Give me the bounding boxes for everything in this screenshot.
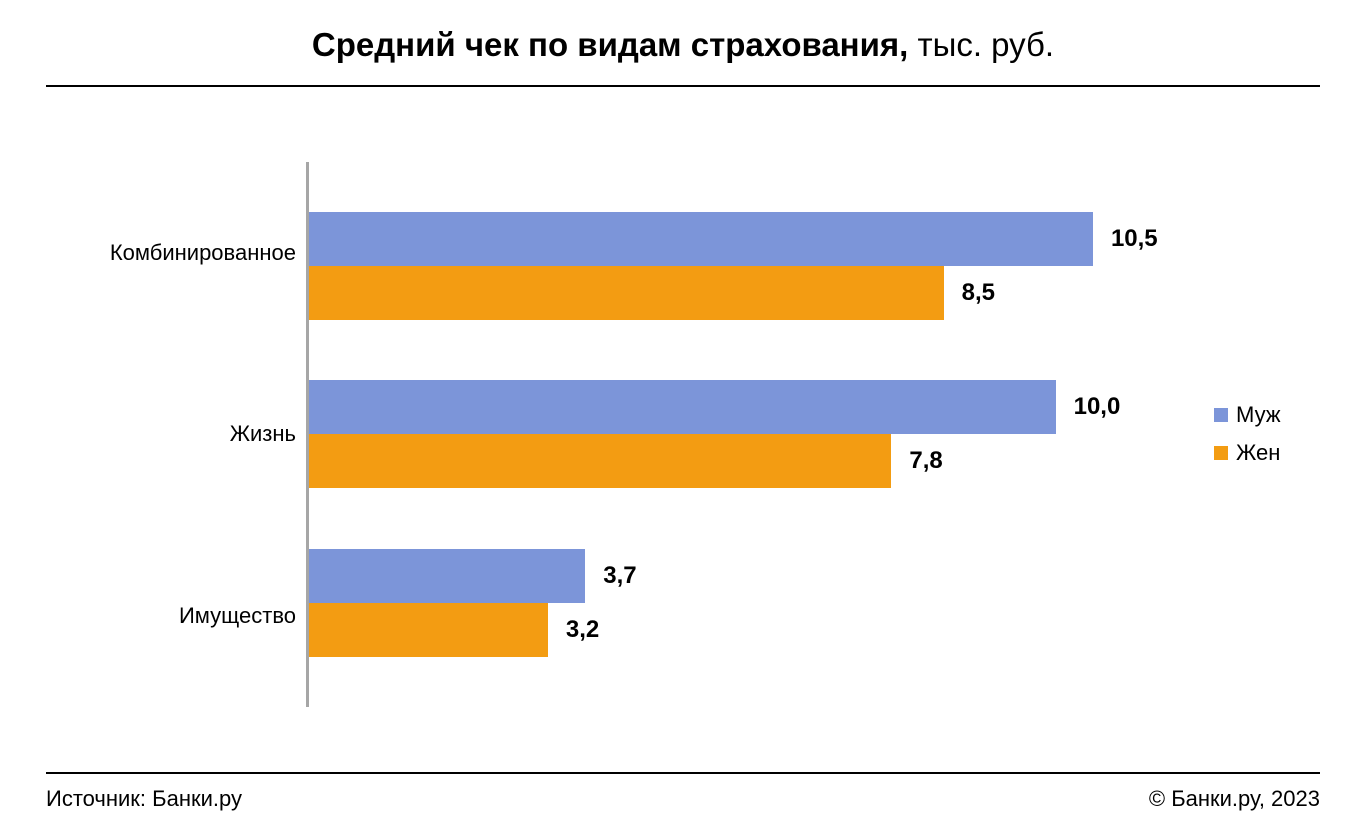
chart-title-regular: тыс. руб. [908,26,1054,63]
chart-title: Средний чек по видам страхования, тыс. р… [46,24,1320,87]
legend-label: Жен [1236,440,1280,466]
bar-row: 10,5 [309,212,1190,266]
bar-row: 10,0 [309,380,1190,434]
bar-group: 10,5 8,5 [309,212,1190,320]
bar-row: 3,2 [309,603,1190,657]
chart-area: КомбинированноеЖизньИмущество 10,58,510,… [46,87,1320,772]
legend-label: Муж [1236,402,1281,428]
bar-value-label: 10,5 [1111,225,1158,253]
legend-swatch [1214,408,1228,422]
bar-female [309,603,548,657]
legend-item-male: Муж [1214,402,1320,428]
bar-male [309,212,1093,266]
bar-value-label: 7,8 [909,447,942,475]
bar-value-label: 10,0 [1074,393,1121,421]
source-text: Источник: Банки.ру [46,786,242,812]
plot-area: 10,5 8,5 10,0 7,8 3,73,2 [306,162,1190,707]
category-label: Имущество [179,556,296,676]
bar-female [309,434,891,488]
category-label: Комбинированное [110,193,296,313]
bar-male [309,380,1056,434]
footer: Источник: Банки.ру © Банки.ру, 2023 [46,772,1320,812]
legend-swatch [1214,446,1228,460]
bar-group: 3,73,2 [309,549,1190,657]
chart-title-bold: Средний чек по видам страхования, [312,26,908,63]
bar-value-label: 3,7 [603,562,636,590]
bar-row: 7,8 [309,434,1190,488]
copyright-text: © Банки.ру, 2023 [1149,786,1320,812]
bar-male [309,549,585,603]
legend: Муж Жен [1190,402,1320,466]
bar-row: 8,5 [309,266,1190,320]
bar-value-label: 8,5 [962,279,995,307]
bar-group: 10,0 7,8 [309,380,1190,488]
bar-row: 3,7 [309,549,1190,603]
bar-female [309,266,944,320]
category-labels-column: Комбинированное Жизнь Имущество [46,162,306,707]
bar-value-label: 3,2 [566,616,599,644]
legend-item-female: Жен [1214,440,1320,466]
category-label: Жизнь [230,374,296,494]
